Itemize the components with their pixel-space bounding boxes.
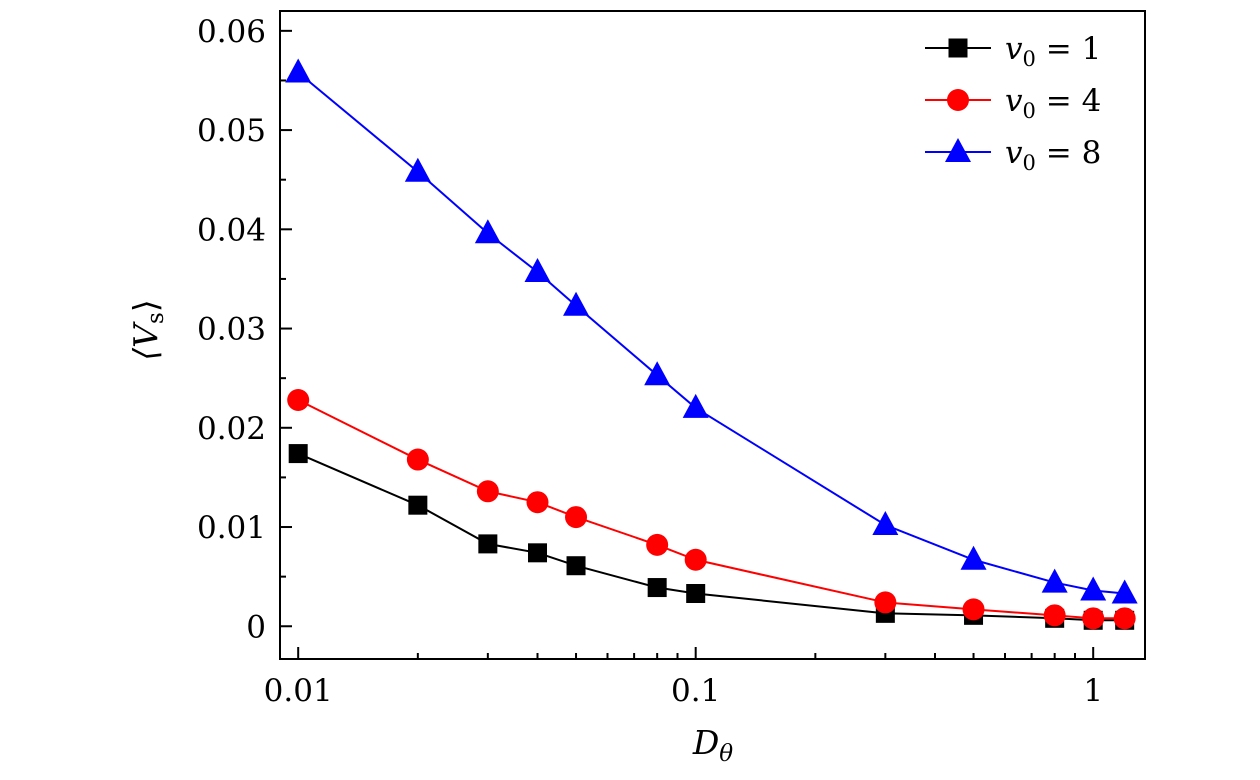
legend-item: v0 = 8: [925, 135, 1101, 175]
data-point: [874, 591, 897, 614]
data-point: [406, 448, 429, 471]
data-point: [644, 361, 671, 386]
data-point: [476, 480, 499, 503]
legend-item: v0 = 4: [925, 83, 1101, 123]
y-axis-title-main: ⟨V: [126, 321, 165, 361]
series-layer: [285, 58, 1138, 630]
legend-label: v0 = 1: [1005, 31, 1101, 71]
legend-label-sub: 0: [1023, 151, 1036, 175]
data-point: [285, 58, 312, 83]
legend-label-sub: 0: [1023, 47, 1036, 71]
series-circle: [287, 388, 1136, 630]
data-point: [566, 556, 586, 576]
y-tick-label: 0.04: [197, 212, 266, 248]
y-axis-title-end: ⟩: [126, 299, 165, 312]
legend-label: v0 = 8: [1005, 135, 1101, 175]
legend-marker: [947, 89, 969, 111]
legend-label-value: = 4: [1036, 83, 1101, 119]
x-axis-title: Dθ: [692, 723, 733, 767]
data-point: [478, 534, 498, 554]
x-tick-label: 1: [1083, 673, 1103, 709]
data-point: [528, 543, 548, 563]
data-point: [960, 545, 987, 570]
legend-marker: [945, 138, 971, 162]
y-axis-title-sub: s: [143, 312, 169, 324]
data-point: [647, 578, 667, 598]
data-point: [563, 291, 590, 316]
data-point: [288, 444, 308, 464]
axis-ticks: 0.01 0.1 1 0 0.01 0.02 0.03 0.04 0.05 0.06: [197, 14, 1103, 709]
y-tick-label: 0: [246, 609, 266, 645]
x-tick-label: 0.01: [264, 673, 333, 709]
data-point: [684, 548, 707, 571]
data-point: [682, 393, 709, 418]
data-point: [474, 219, 501, 244]
legend-label: v0 = 4: [1005, 83, 1101, 123]
x-tick-label: 0.1: [671, 673, 720, 709]
series-triangle: [285, 58, 1138, 604]
data-point: [646, 533, 669, 556]
legend-marker: [948, 38, 968, 58]
plot-frame: [279, 10, 1146, 660]
data-point: [872, 511, 899, 536]
y-tick-label: 0.05: [197, 113, 266, 149]
legend-label-value: = 8: [1036, 135, 1101, 171]
data-point: [1041, 568, 1068, 593]
data-point: [1113, 607, 1136, 630]
legend-label-value: = 1: [1036, 31, 1101, 67]
data-point: [404, 157, 431, 182]
data-point: [1082, 607, 1105, 630]
x-axis-title-sub: θ: [719, 741, 733, 767]
data-point: [565, 506, 588, 529]
data-point: [962, 598, 985, 621]
x-axis-title-main: D: [692, 723, 719, 762]
data-point: [1080, 576, 1107, 601]
legend-item: v0 = 1: [925, 31, 1101, 71]
legend-label-sub: 0: [1023, 99, 1036, 123]
series-square: [288, 444, 1135, 630]
y-axis-title: ⟨Vs⟩: [126, 299, 169, 360]
legend: v0 = 1v0 = 4v0 = 8: [925, 31, 1101, 175]
y-tick-label: 0.03: [197, 312, 266, 348]
data-point: [524, 257, 551, 282]
data-point: [287, 388, 310, 411]
data-point: [1043, 604, 1066, 627]
legend-label-var: v: [1005, 83, 1023, 119]
data-point: [526, 491, 549, 514]
legend-label-var: v: [1005, 31, 1023, 67]
y-tick-label: 0.06: [197, 14, 266, 50]
legend-label-var: v: [1005, 135, 1023, 171]
y-tick-label: 0.02: [197, 411, 266, 447]
series-line: [297, 452, 1125, 622]
data-point: [1111, 579, 1138, 604]
data-point: [408, 495, 428, 515]
series-line: [297, 71, 1125, 595]
y-tick-label: 0.01: [197, 510, 266, 546]
data-point: [686, 584, 706, 604]
